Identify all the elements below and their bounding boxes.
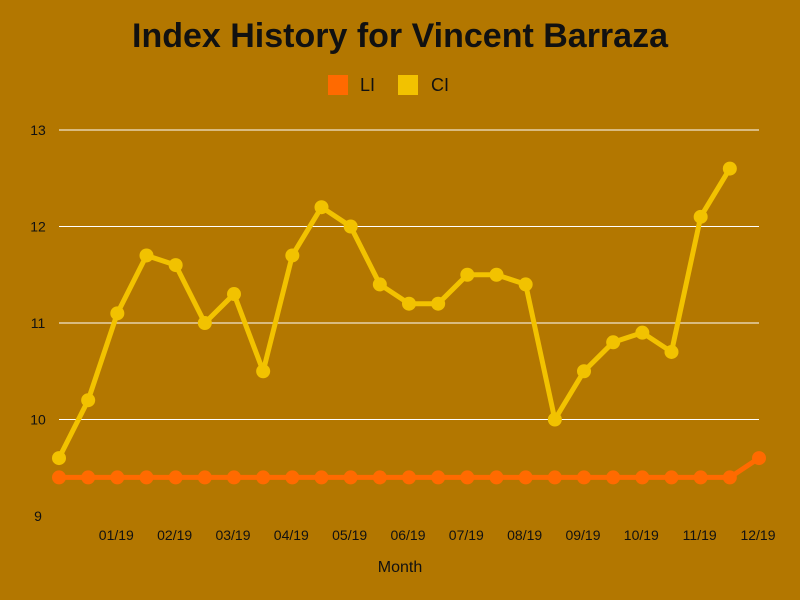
data-point-ci — [635, 325, 650, 340]
data-point-ci — [343, 219, 358, 234]
data-point-ci — [547, 412, 562, 427]
data-point-li — [693, 470, 708, 485]
data-point-li — [52, 470, 66, 485]
data-point-li — [343, 470, 358, 485]
data-point-li — [518, 470, 533, 485]
data-point-ci — [606, 335, 621, 350]
data-point-ci — [52, 451, 66, 466]
data-point-li — [635, 470, 650, 485]
data-point-ci — [285, 248, 300, 263]
data-point-ci — [664, 344, 679, 359]
data-point-li — [110, 470, 125, 485]
data-point-li — [431, 470, 446, 485]
data-point-li — [577, 470, 591, 485]
data-point-ci — [722, 161, 737, 176]
series-layer — [52, 161, 766, 485]
y-tick-label: 11 — [31, 315, 46, 331]
data-point-li — [168, 470, 183, 485]
data-point-li — [81, 470, 96, 485]
data-point-ci — [256, 364, 271, 379]
x-tick-label: 08/19 — [507, 527, 542, 543]
y-tick-label: 9 — [34, 508, 42, 524]
x-tick-label: 06/19 — [390, 527, 425, 543]
x-tick-label: 12/19 — [740, 527, 775, 543]
x-axis-ticks: 01/19 02/19 03/19 04/19 05/19 06/19 07/19 08/19… — [99, 527, 776, 543]
data-point-ci — [402, 296, 416, 311]
y-axis-ticks: 9 10 11 12 13 — [30, 122, 46, 524]
y-tick-label: 13 — [30, 122, 46, 138]
x-tick-label: 11/19 — [683, 527, 717, 543]
data-point-ci — [431, 296, 446, 311]
data-point-li — [664, 470, 679, 485]
data-point-ci — [81, 393, 96, 408]
legend-label-li: LI — [360, 75, 375, 95]
x-tick-label: 03/19 — [215, 527, 250, 543]
data-point-li — [460, 470, 475, 485]
chart-title: Index History for Vincent Barraza — [132, 17, 669, 55]
data-point-li — [547, 470, 562, 485]
legend: LI CI — [328, 75, 449, 95]
x-tick-label: 02/19 — [157, 527, 192, 543]
data-point-li — [752, 451, 766, 466]
data-point-li — [139, 470, 154, 485]
data-point-ci — [139, 248, 154, 263]
data-point-li — [285, 470, 300, 485]
x-tick-label: 01/19 — [99, 527, 134, 543]
data-point-li — [227, 470, 241, 485]
data-point-ci — [518, 277, 533, 292]
x-tick-label: 07/19 — [449, 527, 484, 543]
y-tick-label: 12 — [30, 219, 46, 235]
legend-swatch-ci — [398, 75, 418, 95]
series-li — [52, 451, 766, 485]
x-tick-label: 09/19 — [565, 527, 600, 543]
data-point-ci — [168, 258, 183, 273]
x-tick-label: 10/19 — [624, 527, 659, 543]
data-point-ci — [197, 316, 212, 330]
data-point-ci — [489, 267, 504, 282]
data-point-li — [256, 470, 271, 485]
data-point-ci — [372, 277, 387, 292]
data-point-li — [606, 470, 621, 485]
data-point-ci — [314, 200, 329, 215]
data-point-li — [489, 470, 504, 485]
data-point-li — [722, 470, 737, 485]
legend-label-ci: CI — [431, 75, 449, 95]
legend-swatch-li — [328, 75, 348, 95]
data-point-li — [402, 470, 416, 485]
data-point-ci — [693, 209, 708, 224]
data-point-ci — [577, 364, 591, 379]
x-tick-label: 04/19 — [274, 527, 309, 543]
data-point-li — [197, 470, 212, 485]
x-axis-title: Month — [378, 559, 422, 576]
data-point-ci — [460, 267, 475, 282]
data-point-li — [372, 470, 387, 485]
x-tick-label: 05/19 — [332, 527, 367, 543]
data-point-ci — [110, 306, 125, 321]
series-ci — [52, 161, 737, 466]
data-point-ci — [227, 287, 241, 302]
y-tick-label: 10 — [30, 412, 46, 428]
gridlines — [59, 129, 759, 420]
data-point-li — [314, 470, 329, 485]
